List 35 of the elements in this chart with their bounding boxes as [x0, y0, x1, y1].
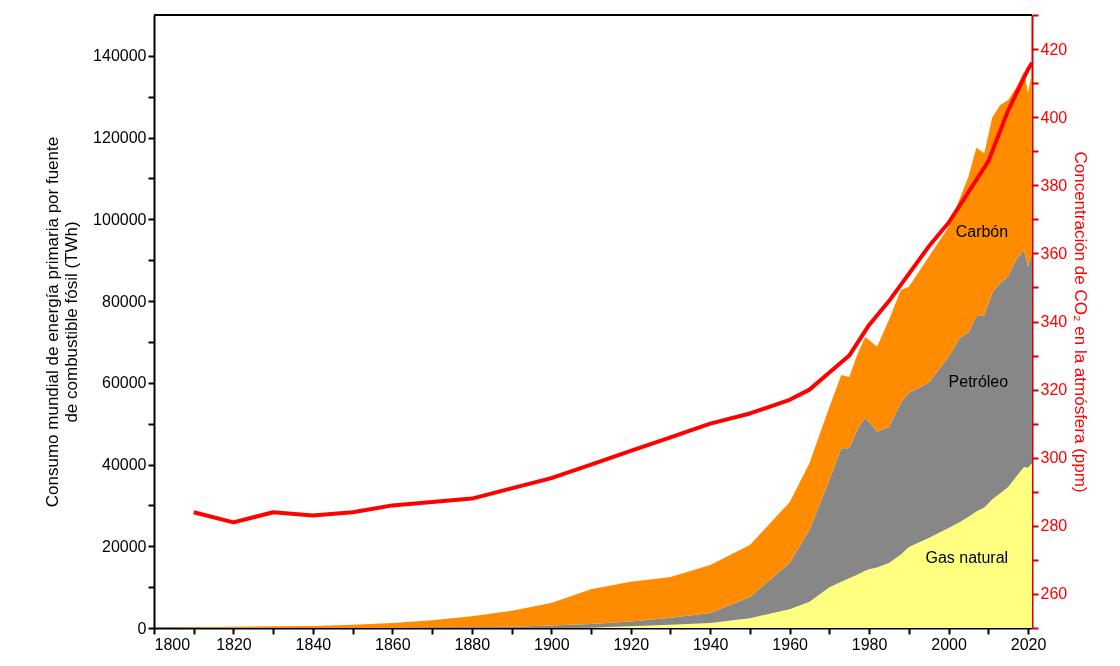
y-tick-label: 80000 — [102, 292, 147, 310]
y-tick-label: 100000 — [93, 210, 147, 228]
y-tick-label: 20000 — [102, 537, 147, 555]
x-tick-label: 1820 — [216, 635, 252, 653]
x-tick-label: 1800 — [154, 635, 191, 653]
x-tick-label: 1920 — [613, 635, 650, 653]
y-tick-label: 40000 — [102, 456, 147, 474]
y2-axis-title: Concentración de CO₂ en la atmósfera (ppm) — [1071, 151, 1091, 493]
y-tick-label: 0 — [137, 619, 147, 637]
y2-tick-label: 340 — [1040, 313, 1068, 330]
x-tick-label: 2000 — [931, 635, 967, 653]
y2-tick-label: 280 — [1040, 517, 1068, 535]
y2-tick-label: 400 — [1040, 108, 1068, 126]
x-tick-label: 2020 — [1010, 635, 1047, 653]
y2-tick-label: 420 — [1040, 40, 1068, 58]
x-tick-label: 1980 — [851, 635, 888, 653]
y-tick-label: 60000 — [102, 374, 147, 392]
y2-tick-label: 320 — [1040, 381, 1068, 399]
y-tick-label: 140000 — [93, 47, 147, 65]
x-tick-label: 1940 — [692, 635, 729, 653]
y-axis-title: Consumo mundial de energía primaria por fuente de combustible fósil (TWh) — [43, 136, 82, 508]
series-label: Petróleo — [948, 372, 1009, 390]
x-tick-label: 1900 — [533, 635, 570, 653]
x-tick-label: 1840 — [295, 635, 332, 653]
x-tick-label: 1860 — [375, 635, 411, 653]
x-tick-label: 1960 — [772, 635, 809, 653]
x-tick-label: 1880 — [454, 635, 491, 653]
series-label: Carbón — [955, 223, 1009, 241]
series-label: Gas natural — [925, 548, 1009, 566]
line-series — [191, 60, 1032, 525]
y2-tick-label: 300 — [1040, 449, 1068, 467]
y2-tick-label: 360 — [1040, 244, 1068, 262]
y2-tick-label: 380 — [1040, 176, 1068, 194]
y-tick-label: 120000 — [93, 129, 147, 147]
y2-tick-label: 260 — [1040, 585, 1068, 603]
